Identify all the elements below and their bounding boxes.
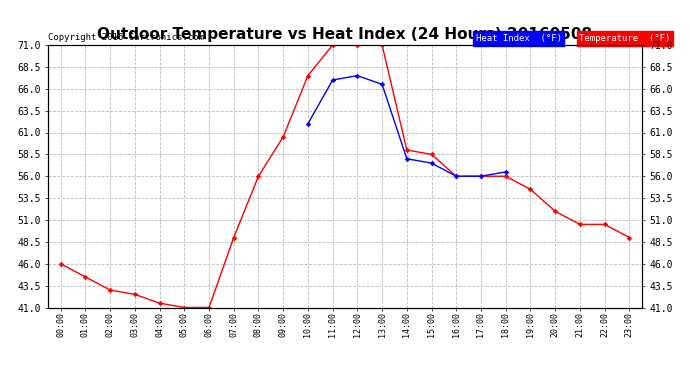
Text: Temperature  (°F): Temperature (°F) (580, 34, 671, 43)
Text: Copyright 2016 Cartronics.com: Copyright 2016 Cartronics.com (48, 33, 204, 42)
Title: Outdoor Temperature vs Heat Index (24 Hours) 20160508: Outdoor Temperature vs Heat Index (24 Ho… (97, 27, 593, 42)
Text: Heat Index  (°F): Heat Index (°F) (475, 34, 562, 43)
